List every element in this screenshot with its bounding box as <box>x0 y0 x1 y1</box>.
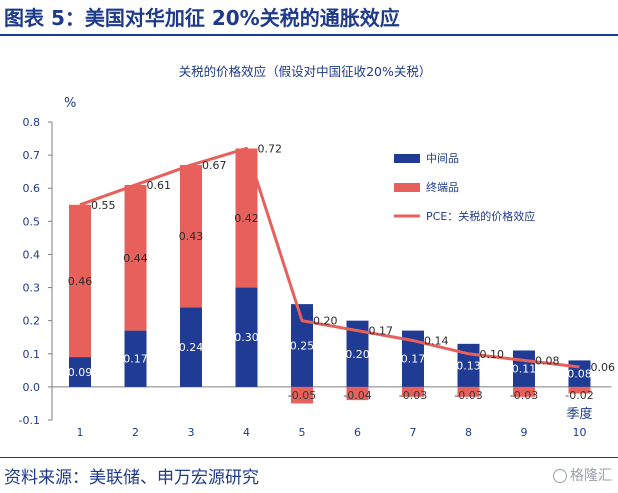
bar-intermediate <box>69 357 91 387</box>
x-tick-label: 9 <box>521 426 528 439</box>
bar-final <box>235 148 258 288</box>
data-label-intermediate: 0.17 <box>123 353 148 366</box>
source-note: 资料来源：美联储、申万宏源研究 <box>4 468 259 488</box>
legend-swatch-final <box>394 183 420 192</box>
bar-intermediate <box>402 330 424 387</box>
y-tick-label: 0.5 <box>23 215 41 228</box>
y-tick-label: 0.8 <box>23 116 41 129</box>
x-tick-label: 3 <box>188 426 195 439</box>
bar-final <box>346 386 369 401</box>
bar-intermediate <box>180 307 202 387</box>
data-label-final: -0.03 <box>510 389 538 402</box>
x-tick-label: 10 <box>573 426 587 439</box>
x-tick-label: 4 <box>243 426 250 439</box>
data-label-intermediate: 0.25 <box>290 340 315 353</box>
bar-final <box>124 184 147 331</box>
data-label-final: 0.44 <box>123 252 148 265</box>
y-tick-label: 0.6 <box>23 182 41 195</box>
legend-label-pce: PCE：关税的价格效应 <box>426 209 535 223</box>
legend-swatch-intermediate <box>394 154 420 163</box>
bar-final <box>291 386 313 404</box>
legend-label-final: 终端品 <box>426 180 459 194</box>
bar-final <box>69 204 91 358</box>
bar-final <box>568 386 591 394</box>
data-label-final: 0.46 <box>68 275 93 288</box>
x-tick-label: 1 <box>77 426 84 439</box>
data-label-final: -0.05 <box>288 389 316 402</box>
bar-final <box>457 386 480 397</box>
data-label-intermediate: 0.30 <box>234 331 259 344</box>
bar-intermediate <box>235 287 258 387</box>
data-label-intermediate: 0.09 <box>68 366 93 379</box>
data-label-final: -0.04 <box>343 389 371 402</box>
y-tick-label: 0.3 <box>23 282 41 295</box>
data-label-pce: 0.20 <box>313 315 338 328</box>
data-label-pce: 0.17 <box>369 325 394 338</box>
data-label-intermediate: 0.24 <box>179 341 204 354</box>
pce-line <box>79 146 580 369</box>
x-tick-label: 2 <box>132 426 139 439</box>
data-label-intermediate: 0.20 <box>345 348 370 361</box>
x-axis-title: 季度 <box>566 406 592 422</box>
bar-final <box>180 165 202 308</box>
data-label-pce: 0.72 <box>258 142 283 155</box>
y-tick-label: 0.7 <box>23 149 41 162</box>
watermark-text: 格隆汇 <box>570 468 612 484</box>
bar-intermediate <box>124 330 147 387</box>
y-tick-label: 0.0 <box>23 381 41 394</box>
x-tick-label: 8 <box>465 426 472 439</box>
data-label-pce: 0.10 <box>480 348 505 361</box>
watermark-logo-icon <box>553 469 567 483</box>
x-tick-label: 6 <box>354 426 361 439</box>
x-tick-label: 5 <box>299 426 306 439</box>
y-tick-label: 0.4 <box>23 248 41 261</box>
y-tick-label: 0.2 <box>23 315 41 328</box>
chart-title: 关税的价格效应（假设对中国征收20%关税） <box>179 64 432 79</box>
data-label-intermediate: 0.11 <box>512 363 537 376</box>
page-title: 图表 5：美国对华加征 20%关税的通胀效应 <box>4 6 400 30</box>
bar-final <box>513 386 535 397</box>
header-divider <box>0 34 618 36</box>
x-tick-label: 7 <box>410 426 417 439</box>
footer-divider <box>0 457 618 458</box>
legend-label-intermediate: 中间品 <box>426 152 459 165</box>
data-label-pce: 0.08 <box>535 354 560 367</box>
data-label-pce: 0.06 <box>591 361 616 374</box>
data-label-intermediate: 0.08 <box>567 368 592 381</box>
y-tick-label: -0.1 <box>19 414 40 427</box>
data-label-pce: 0.55 <box>91 199 116 212</box>
data-label-final: -0.02 <box>565 389 593 402</box>
bar-final <box>402 386 424 397</box>
data-label-final: 0.43 <box>179 230 204 243</box>
data-label-intermediate: 0.17 <box>401 353 426 366</box>
bar-intermediate <box>291 304 313 387</box>
data-label-final: 0.42 <box>234 212 259 225</box>
data-label-final: -0.03 <box>399 389 427 402</box>
data-label-final: -0.03 <box>454 389 482 402</box>
y-tick-label: 0.1 <box>23 348 41 361</box>
data-label-pce: 0.67 <box>202 159 227 172</box>
data-label-pce: 0.61 <box>147 179 172 192</box>
watermark: 格隆汇 <box>553 465 612 485</box>
data-label-pce: 0.14 <box>424 335 449 348</box>
y-axis-unit: % <box>64 96 76 111</box>
data-label-intermediate: 0.13 <box>456 359 481 372</box>
bar-intermediate <box>346 320 369 387</box>
